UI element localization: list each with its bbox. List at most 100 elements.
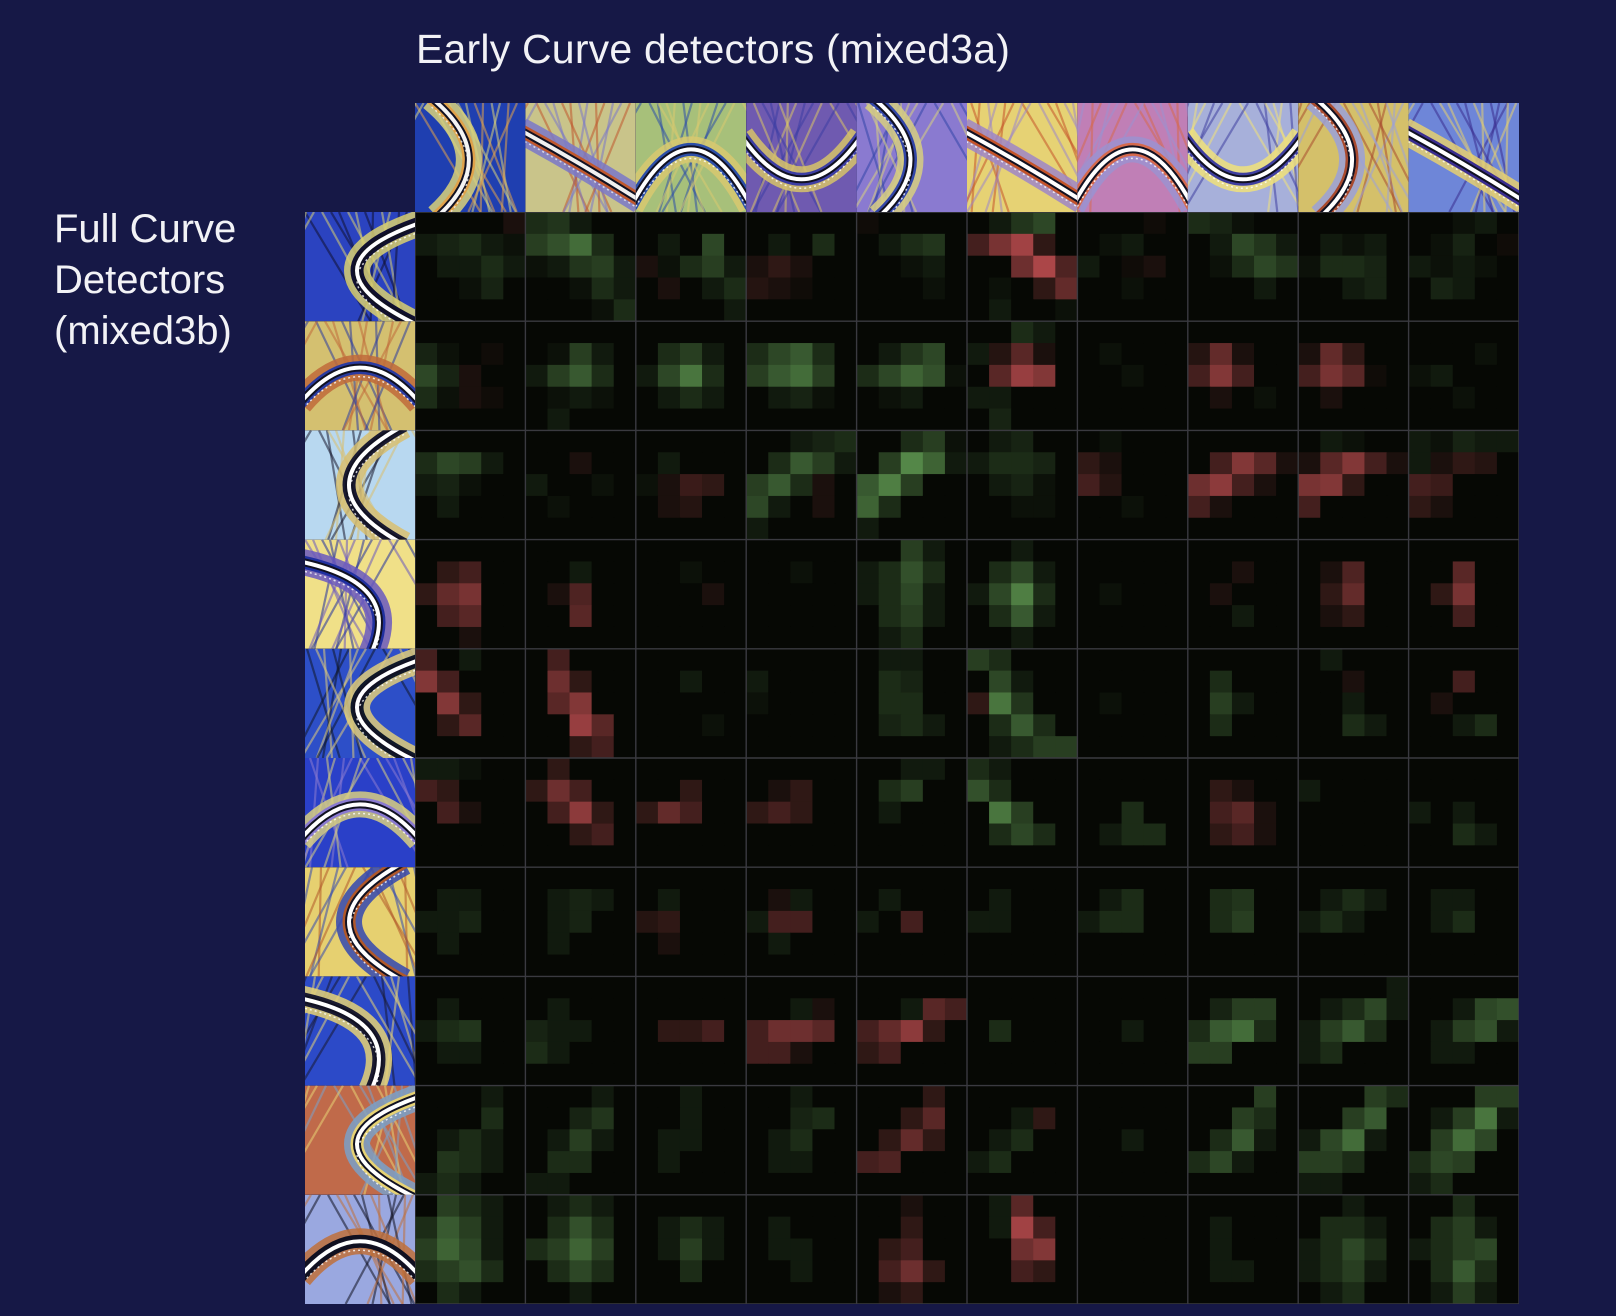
weight-pixel — [679, 1041, 703, 1065]
weight-pixel — [503, 321, 526, 344]
weight-pixel — [503, 736, 526, 759]
weight-pixel — [1430, 212, 1454, 235]
weight-pixel — [1077, 692, 1101, 715]
weight-pixel — [1209, 692, 1233, 715]
weight-pixel — [944, 976, 968, 999]
weight-pixel — [591, 364, 615, 388]
weight-pixel — [569, 823, 593, 846]
weight-pixel — [768, 626, 791, 650]
weight-pixel — [724, 430, 747, 453]
weight-pixel — [768, 1238, 791, 1261]
weight-pixel — [1320, 343, 1343, 366]
weight-pixel — [459, 626, 482, 650]
weight-pixel — [437, 845, 460, 868]
weight-pixel — [437, 1151, 460, 1174]
weight-pixel — [679, 343, 703, 366]
weight-pixel — [812, 626, 836, 650]
weight-pixel — [1099, 343, 1123, 366]
weight-pixel — [1496, 932, 1519, 956]
weight-pixel — [724, 932, 747, 956]
weight-pixel — [989, 364, 1012, 388]
weight-pixel — [768, 932, 791, 956]
weight-pixel — [812, 1260, 836, 1283]
weight-pixel — [1276, 998, 1299, 1021]
weight-pixel — [1121, 1260, 1145, 1283]
weight-pixel — [679, 1063, 703, 1087]
weight-pixel — [834, 1260, 858, 1283]
weight-pixel — [657, 1020, 681, 1043]
weight-pixel — [746, 714, 769, 737]
weight-pixel — [1386, 561, 1410, 584]
weight-pixel — [1496, 1172, 1519, 1196]
weight-kernel-r3-c8 — [1187, 430, 1299, 541]
weight-pixel — [768, 299, 791, 322]
weight-pixel — [724, 779, 747, 803]
weight-pixel — [1209, 1020, 1233, 1043]
weight-pixel — [922, 823, 946, 846]
weight-pixel — [1187, 692, 1211, 715]
weight-pixel — [989, 539, 1012, 563]
weight-pixel — [1055, 998, 1078, 1021]
weight-pixel — [1254, 452, 1277, 475]
weight-pixel — [525, 867, 549, 890]
weight-pixel — [856, 277, 880, 300]
weight-pixel — [459, 998, 482, 1021]
weight-pixel — [1276, 583, 1299, 606]
weight-pixel — [1320, 889, 1343, 912]
weight-pixel — [1254, 1238, 1277, 1261]
weight-pixel — [679, 255, 703, 279]
weight-pixel — [1364, 626, 1388, 650]
weight-kernel-r1-c9 — [1298, 212, 1410, 322]
weight-pixel — [702, 539, 725, 563]
weight-pixel — [790, 823, 814, 846]
weight-pixel — [525, 1129, 549, 1152]
weight-pixel — [856, 801, 880, 825]
row-neuron-thumbnail-3 — [305, 430, 415, 540]
weight-pixel — [856, 343, 880, 366]
weight-pixel — [679, 561, 703, 584]
weight-pixel — [702, 823, 725, 846]
weight-pixel — [856, 364, 880, 388]
weight-pixel — [1276, 692, 1299, 715]
weight-pixel — [724, 1129, 747, 1152]
weight-pixel — [1165, 299, 1189, 322]
weight-pixel — [768, 1107, 791, 1130]
weight-kernel-r1-c4 — [746, 212, 858, 322]
weight-pixel — [481, 1151, 504, 1174]
weight-pixel — [1231, 1107, 1255, 1130]
weight-pixel — [1496, 1041, 1519, 1065]
weight-pixel — [856, 255, 880, 279]
weight-pixel — [1143, 233, 1167, 257]
weight-pixel — [1386, 321, 1410, 344]
weight-pixel — [1055, 386, 1078, 410]
weight-pixel — [1298, 779, 1321, 803]
weight-pixel — [1099, 1129, 1123, 1152]
weight-pixel — [547, 954, 571, 977]
weight-pixel — [1276, 867, 1299, 890]
weight-pixel — [415, 867, 438, 890]
column-neuron-thumbnail-6 — [967, 103, 1078, 212]
weight-pixel — [1254, 539, 1277, 563]
weight-pixel — [989, 1194, 1012, 1218]
weight-matrix — [415, 212, 1519, 1304]
weight-pixel — [856, 692, 880, 715]
weight-pixel — [1011, 343, 1034, 366]
weight-pixel — [812, 1216, 836, 1240]
weight-pixel — [922, 343, 946, 366]
weight-pixel — [878, 495, 902, 519]
weight-pixel — [613, 1172, 637, 1196]
weight-pixel — [989, 277, 1012, 300]
weight-pixel — [967, 408, 990, 431]
weight-pixel — [724, 408, 747, 431]
weight-pixel — [878, 1020, 902, 1043]
weight-pixel — [856, 474, 880, 497]
weight-pixel — [944, 889, 968, 912]
weight-pixel — [1474, 1020, 1498, 1043]
weight-pixel — [1320, 561, 1343, 584]
weight-pixel — [613, 539, 637, 563]
weight-pixel — [437, 932, 460, 956]
weight-pixel — [724, 343, 747, 366]
weight-pixel — [812, 1085, 836, 1109]
weight-pixel — [1474, 1260, 1498, 1283]
weight-pixel — [1077, 1194, 1101, 1218]
